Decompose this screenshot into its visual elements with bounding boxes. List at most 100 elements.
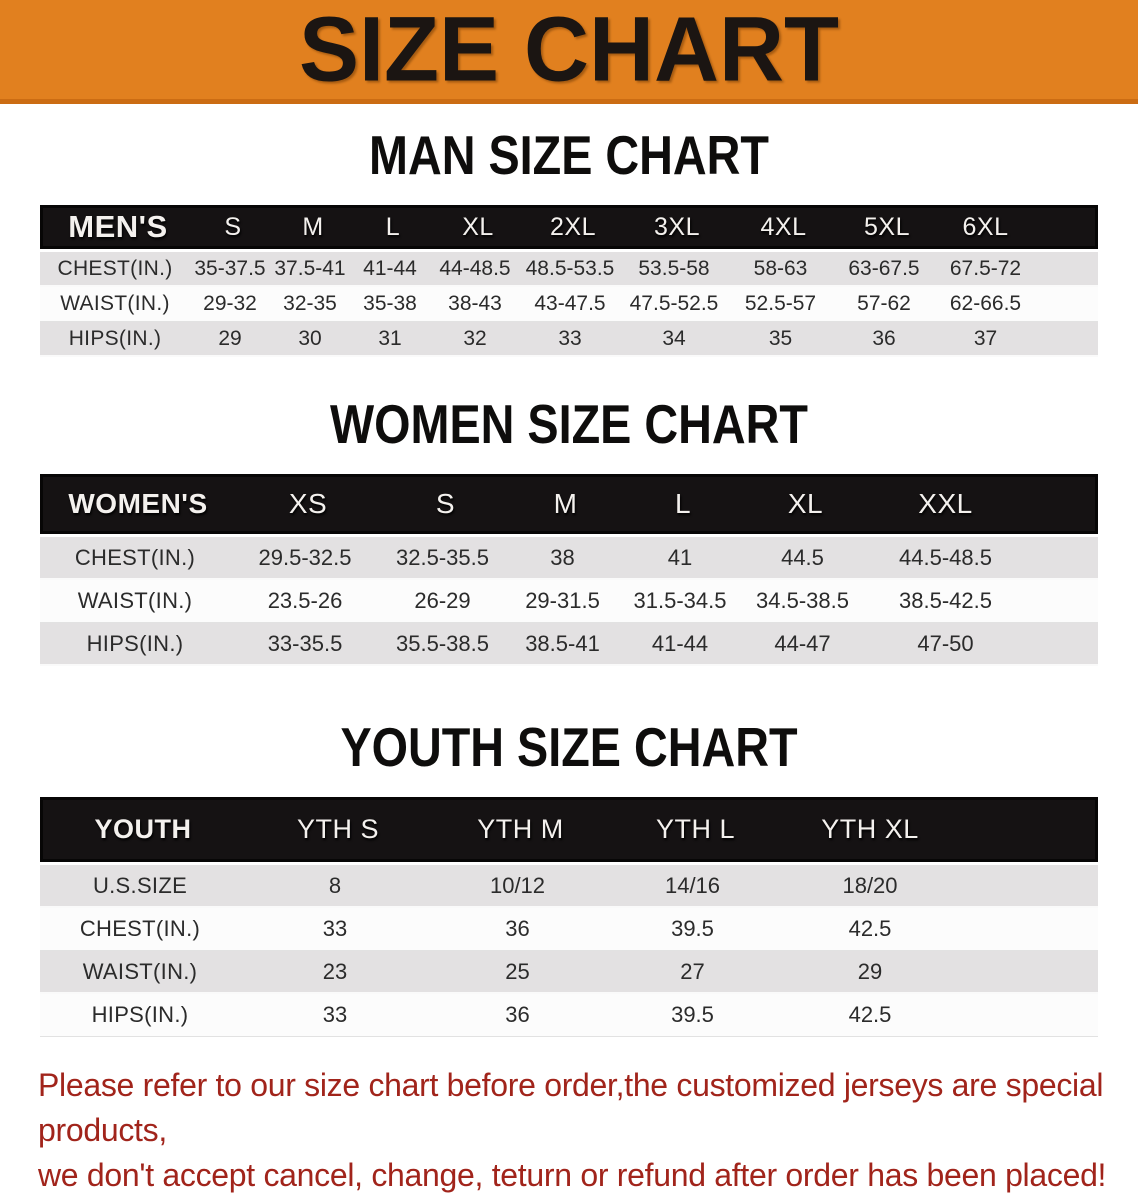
size-cell: 36 [505, 1002, 530, 1027]
size-cell: 35 [768, 326, 793, 350]
column-header: YTH M [477, 814, 564, 844]
row-label: CHEST(IN.) [79, 916, 201, 941]
youth-section: YOUTH SIZE CHART YOUTH YTH S YTH M YTH L… [0, 720, 1138, 1037]
column-header: L [385, 212, 401, 241]
size-cell: 41-44 [651, 630, 709, 656]
size-cell: 39.5 [671, 916, 714, 941]
column-header: M [302, 212, 324, 241]
footer-line: Please refer to our size chart before or… [38, 1067, 1104, 1148]
column-header: 3XL [654, 212, 700, 241]
size-cell: 34 [662, 326, 686, 350]
size-cell: 26-29 [414, 588, 471, 613]
size-cell: 43-47.5 [534, 292, 606, 315]
mens-size-table: MEN'S S M L XL 2XL 3XL 4XL 5XL 6XL CHEST… [40, 205, 1098, 357]
size-cell: 31 [378, 326, 402, 350]
row-label: CHEST(IN.) [57, 256, 173, 280]
size-cell: 38-43 [448, 292, 502, 315]
table-row: WAIST(IN.) 29-32 32-35 35-38 38-43 43-47… [40, 287, 1098, 322]
size-cell: 29 [857, 958, 883, 984]
column-header: XS [288, 488, 328, 519]
mens-section-heading: MAN SIZE CHART [369, 124, 769, 186]
size-cell: 14/16 [664, 872, 721, 898]
size-cell: 38 [550, 544, 575, 570]
womens-section: WOMEN SIZE CHART WOMEN'S XS S M L XL XXL… [0, 397, 1138, 666]
column-header: S [224, 212, 242, 241]
size-cell: 38.5-42.5 [899, 588, 992, 613]
size-cell: 35-37.5 [194, 256, 266, 280]
size-cell: 35.5-38.5 [396, 630, 489, 656]
size-cell: 38.5-41 [525, 630, 600, 656]
size-cell: 25 [505, 958, 530, 984]
footer-line: we don't accept cancel, change, teturn o… [38, 1156, 1107, 1193]
size-cell: 34.5-38.5 [756, 588, 849, 613]
youth-section-heading: YOUTH SIZE CHART [340, 716, 798, 778]
size-cell: 35-38 [363, 292, 417, 315]
column-header: M [553, 488, 578, 519]
size-cell: 33 [322, 916, 348, 941]
table-row: HIPS(IN.) 33 36 39.5 42.5 [40, 994, 1098, 1037]
row-label: HIPS(IN.) [91, 1002, 189, 1027]
size-cell: 33-35.5 [267, 630, 343, 656]
size-cell: 42.5 [848, 1002, 892, 1027]
size-cell: 52.5-57 [744, 292, 817, 315]
size-cell: 29.5-32.5 [258, 544, 352, 570]
size-cell: 33 [558, 326, 582, 350]
size-cell: 23.5-26 [267, 588, 343, 613]
column-header: 4XL [760, 212, 807, 241]
banner-title: SIZE CHART [299, 0, 839, 101]
size-cell: 41-44 [363, 256, 417, 280]
mens-section: MAN SIZE CHART MEN'S S M L XL 2XL 3XL 4X… [0, 128, 1138, 357]
table-row: WAIST(IN.) 23.5-26 26-29 29-31.5 31.5-34… [40, 580, 1098, 623]
size-cell: 44-47 [774, 630, 831, 656]
womens-section-heading: WOMEN SIZE CHART [330, 393, 808, 455]
size-cell: 36 [505, 916, 530, 941]
mens-table-header-row: MEN'S S M L XL 2XL 3XL 4XL 5XL 6XL [40, 205, 1098, 249]
size-cell: 48.5-53.5 [525, 256, 615, 280]
size-cell: 30 [298, 326, 322, 350]
column-header: 5XL [864, 212, 910, 241]
table-row: HIPS(IN.) 29 30 31 32 33 34 35 36 37 [40, 322, 1098, 357]
table-row: HIPS(IN.) 33-35.5 35.5-38.5 38.5-41 41-4… [40, 623, 1098, 666]
column-header: 6XL [962, 212, 1009, 241]
womens-table-header-row: WOMEN'S XS S M L XL XXL [40, 474, 1098, 534]
row-label: CHEST(IN.) [74, 544, 196, 570]
footer-note: Please refer to our size chart before or… [0, 1063, 1138, 1197]
size-cell: 31.5-34.5 [633, 588, 727, 613]
size-cell: 10/12 [489, 872, 546, 898]
youth-header-label: YOUTH [94, 814, 192, 844]
size-cell: 39.5 [671, 1002, 714, 1027]
size-cell: 32-35 [283, 292, 337, 315]
size-cell: 44.5-48.5 [899, 544, 992, 570]
column-header: L [674, 488, 692, 519]
size-cell: 41 [667, 544, 693, 570]
size-cell: 44.5 [781, 544, 824, 570]
column-header: 2XL [550, 212, 596, 241]
column-header: YTH XL [821, 814, 919, 844]
table-row: U.S.SIZE 8 10/12 14/16 18/20 [40, 865, 1098, 908]
size-cell: 29-32 [203, 292, 257, 315]
column-header: YTH L [655, 814, 736, 844]
size-chart-banner: SIZE CHART [0, 0, 1138, 104]
size-cell: 18/20 [842, 872, 898, 898]
size-cell: 62-66.5 [949, 292, 1022, 315]
size-cell: 57-62 [857, 292, 911, 315]
row-label: WAIST(IN.) [60, 292, 170, 315]
size-cell: 37.5-41 [274, 256, 346, 280]
size-cell: 8 [328, 872, 342, 898]
youth-table-header-row: YOUTH YTH S YTH M YTH L YTH XL [40, 797, 1098, 862]
size-cell: 32 [463, 326, 487, 350]
row-label: HIPS(IN.) [86, 630, 184, 656]
size-cell: 37 [973, 326, 998, 350]
size-cell: 58-63 [753, 256, 808, 280]
column-header: XL [787, 488, 824, 519]
size-cell: 33 [322, 1002, 348, 1027]
table-row: WAIST(IN.) 23 25 27 29 [40, 951, 1098, 994]
size-cell: 47-50 [917, 630, 974, 656]
size-cell: 36 [872, 326, 896, 350]
size-cell: 29-31.5 [525, 588, 600, 613]
mens-header-label: MEN'S [68, 209, 168, 244]
row-label: WAIST(IN.) [82, 958, 198, 984]
column-header: YTH S [296, 814, 379, 844]
womens-size-table: WOMEN'S XS S M L XL XXL CHEST(IN.) 29.5-… [40, 474, 1098, 666]
column-header: XXL [918, 488, 973, 519]
